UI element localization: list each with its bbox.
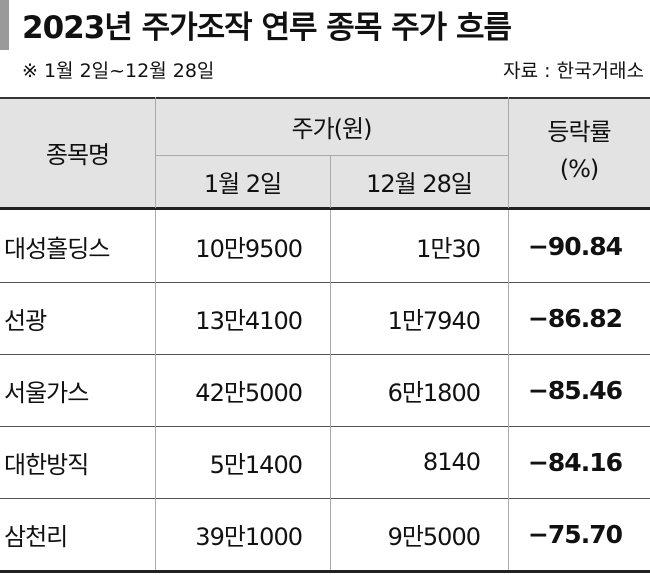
stock-name: 선광 bbox=[4, 306, 47, 335]
col-divider bbox=[330, 498, 331, 570]
stock-name: 서울가스 bbox=[4, 378, 89, 407]
stock-name: 삼천리 bbox=[4, 522, 68, 551]
stock-name: 대성홀딩스 bbox=[4, 234, 110, 263]
col-divider bbox=[508, 97, 509, 208]
price-end: 9만5000 bbox=[387, 522, 481, 551]
change-rate: −90.84 bbox=[527, 231, 623, 261]
change-rate: −75.70 bbox=[527, 519, 623, 549]
col-divider bbox=[508, 426, 509, 498]
price-end: 1만30 bbox=[416, 234, 481, 263]
header-start: 1월 2일 bbox=[203, 170, 282, 198]
change-rate: −86.82 bbox=[527, 303, 623, 333]
stock-name: 대한방직 bbox=[4, 450, 89, 479]
col-divider bbox=[155, 97, 156, 208]
header-top-rule bbox=[0, 97, 650, 99]
row-rule bbox=[0, 570, 650, 573]
row-rule bbox=[0, 426, 650, 427]
col-divider bbox=[330, 426, 331, 498]
col-divider bbox=[330, 282, 331, 354]
price-start: 5만1400 bbox=[209, 450, 303, 479]
row-rule bbox=[0, 498, 650, 499]
col-divider bbox=[330, 155, 331, 208]
header-end: 12월 28일 bbox=[366, 170, 473, 198]
header-change-unit: (%) bbox=[559, 155, 600, 183]
header-name: 종목명 bbox=[45, 141, 110, 169]
col-divider bbox=[508, 354, 509, 426]
header-mid-rule bbox=[155, 155, 508, 156]
col-divider bbox=[330, 210, 331, 282]
col-divider bbox=[508, 498, 509, 570]
price-end: 6만1800 bbox=[387, 378, 481, 407]
col-divider bbox=[155, 282, 156, 354]
row-rule bbox=[0, 282, 650, 283]
price-start: 39만1000 bbox=[195, 522, 303, 551]
table-header-bg bbox=[0, 97, 650, 208]
col-divider bbox=[155, 210, 156, 282]
title-accent bbox=[0, 0, 9, 50]
header-price: 주가(원) bbox=[291, 114, 373, 143]
subtitle: ※ 1월 2일~12월 28일 bbox=[22, 60, 215, 82]
price-end: 1만7940 bbox=[387, 306, 481, 335]
change-rate: −85.46 bbox=[527, 375, 623, 405]
col-divider bbox=[330, 354, 331, 426]
price-start: 13만4100 bbox=[195, 306, 303, 335]
price-start: 42만5000 bbox=[195, 378, 303, 407]
col-divider bbox=[508, 282, 509, 354]
source: 자료 : 한국거래소 bbox=[503, 60, 644, 82]
title: 2023년 주가조작 연루 종목 주가 흐름 bbox=[22, 10, 512, 46]
col-divider bbox=[155, 354, 156, 426]
col-divider bbox=[155, 426, 156, 498]
col-divider bbox=[155, 498, 156, 570]
change-rate: −84.16 bbox=[527, 447, 623, 477]
price-start: 10만9500 bbox=[195, 234, 303, 263]
header-change: 등락률 bbox=[547, 117, 611, 146]
row-rule bbox=[0, 354, 650, 355]
header-bottom-rule bbox=[0, 207, 650, 210]
col-divider bbox=[508, 210, 509, 282]
price-end: 8140 bbox=[422, 448, 481, 476]
